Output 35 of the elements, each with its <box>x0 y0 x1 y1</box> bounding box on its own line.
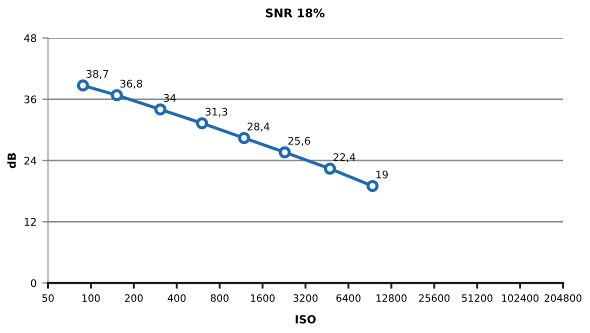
x-axis-title: ISO <box>296 315 316 324</box>
y-axis-title: dB <box>7 153 16 168</box>
y-tick-label: 0 <box>30 279 36 288</box>
data-label: 25,6 <box>288 136 310 146</box>
point <box>196 117 208 130</box>
data-label: 22,4 <box>333 153 356 162</box>
x-tick-label: 1600 <box>250 294 275 302</box>
x-tick-label: 25600 <box>419 294 450 302</box>
data-label: 34 <box>164 94 176 102</box>
data-label: 28,4 <box>248 122 270 132</box>
x-tick-label: 50 <box>42 294 54 302</box>
x-tick-label: 3200 <box>294 294 318 302</box>
x-tick-label: 400 <box>168 294 186 302</box>
data-label: 38,7 <box>86 70 108 79</box>
y-tick-label: 48 <box>24 34 36 42</box>
data-label: 31,3 <box>206 108 228 117</box>
data-label: 36,8 <box>120 80 142 89</box>
x-tick-label: 200 <box>125 294 143 302</box>
point <box>324 162 336 175</box>
x-tick-label: 100 <box>82 294 100 302</box>
data-label: 19 <box>376 170 388 178</box>
y-tick-label: 12 <box>24 218 36 226</box>
point <box>238 132 250 144</box>
y-tick-label: 36 <box>24 95 36 104</box>
y-tick-label: 24 <box>24 156 36 164</box>
point <box>366 180 379 192</box>
x-tick-label: 800 <box>210 294 229 302</box>
x-tick-label: 6400 <box>336 294 360 302</box>
x-tick-label: 204800 <box>544 294 582 302</box>
x-tick-label: 51200 <box>462 294 492 302</box>
x-tick-label: 102400 <box>502 294 539 302</box>
chart-title: SNR 18% <box>266 8 325 18</box>
point <box>154 103 166 116</box>
point <box>110 89 123 102</box>
x-tick-label: 12800 <box>376 294 407 302</box>
